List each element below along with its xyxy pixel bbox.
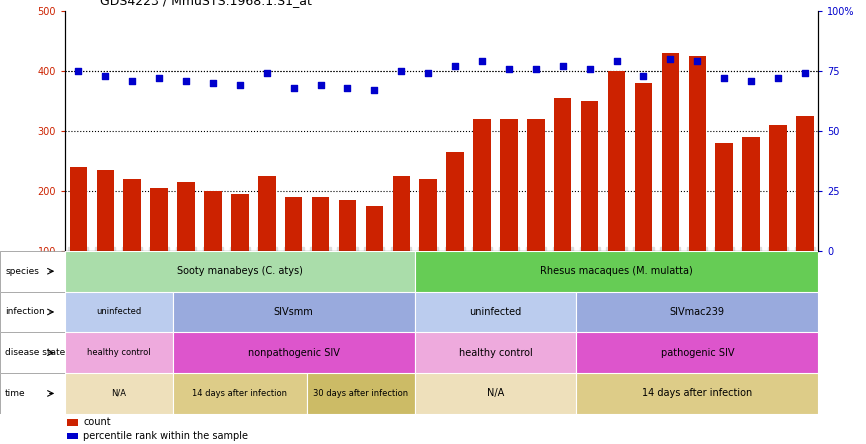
Bar — [415, 373, 576, 414]
Point — [367, 87, 381, 94]
Bar — [419, 179, 437, 311]
Text: Rhesus macaques (M. mulatta): Rhesus macaques (M. mulatta) — [540, 266, 693, 276]
Bar — [339, 200, 356, 311]
Point — [610, 58, 624, 65]
Point — [449, 63, 462, 70]
Bar — [365, 206, 383, 311]
Text: uninfected: uninfected — [96, 307, 141, 317]
Bar — [715, 143, 733, 311]
Bar — [312, 197, 329, 311]
Point — [771, 75, 785, 82]
Point — [99, 72, 113, 79]
Point — [421, 70, 435, 77]
Bar — [69, 167, 87, 311]
Point — [637, 72, 650, 79]
Bar — [581, 101, 598, 311]
Bar — [151, 188, 168, 311]
Point — [717, 75, 731, 82]
Text: healthy control: healthy control — [459, 348, 533, 358]
Bar — [415, 251, 818, 292]
Bar — [415, 332, 576, 373]
Text: count: count — [83, 417, 111, 427]
Bar — [415, 292, 576, 332]
Point — [287, 84, 301, 91]
Point — [126, 77, 139, 84]
Point — [206, 79, 220, 87]
Bar — [796, 116, 814, 311]
Text: species: species — [5, 267, 39, 276]
Point — [663, 56, 677, 63]
Text: N/A: N/A — [111, 389, 126, 398]
Point — [502, 65, 516, 72]
Bar — [307, 373, 415, 414]
Bar — [576, 373, 818, 414]
Point — [798, 70, 811, 77]
Text: disease state: disease state — [5, 348, 66, 357]
Bar — [172, 292, 415, 332]
Bar — [635, 83, 652, 311]
Bar — [68, 419, 78, 426]
Text: GDS4223 / MmuSTS.1968.1.S1_at: GDS4223 / MmuSTS.1968.1.S1_at — [100, 0, 312, 7]
Bar — [65, 292, 172, 332]
Bar — [178, 182, 195, 311]
Bar — [124, 179, 141, 311]
Text: nonpathogenic SIV: nonpathogenic SIV — [248, 348, 339, 358]
Bar — [742, 137, 759, 311]
Text: SIVsmm: SIVsmm — [274, 307, 313, 317]
Text: Sooty manabeys (C. atys): Sooty manabeys (C. atys) — [177, 266, 303, 276]
Text: 30 days after infection: 30 days after infection — [313, 389, 409, 398]
Text: percentile rank within the sample: percentile rank within the sample — [83, 431, 249, 441]
Text: SIVmac239: SIVmac239 — [669, 307, 725, 317]
Bar — [769, 125, 786, 311]
Text: uninfected: uninfected — [469, 307, 521, 317]
Bar — [446, 152, 464, 311]
Point — [233, 82, 247, 89]
Bar — [662, 53, 679, 311]
Bar — [65, 373, 172, 414]
Bar — [285, 197, 302, 311]
Text: time: time — [5, 389, 26, 398]
Point — [72, 67, 86, 75]
Bar — [172, 332, 415, 373]
Bar — [688, 56, 706, 311]
Point — [394, 67, 408, 75]
Point — [313, 82, 327, 89]
Point — [475, 58, 489, 65]
Text: 14 days after infection: 14 days after infection — [643, 388, 753, 398]
Bar — [97, 170, 114, 311]
Bar — [258, 176, 275, 311]
Bar — [576, 292, 818, 332]
Text: 14 days after infection: 14 days after infection — [192, 389, 288, 398]
Bar — [392, 176, 410, 311]
Point — [179, 77, 193, 84]
Text: N/A: N/A — [487, 388, 504, 398]
Bar — [68, 433, 78, 440]
Bar — [474, 119, 491, 311]
Bar — [501, 119, 518, 311]
Bar — [204, 191, 222, 311]
Text: healthy control: healthy control — [87, 348, 151, 357]
Bar — [527, 119, 545, 311]
Point — [529, 65, 543, 72]
Point — [340, 84, 354, 91]
Bar — [65, 251, 415, 292]
Point — [744, 77, 758, 84]
Point — [690, 58, 704, 65]
Bar — [231, 194, 249, 311]
Point — [583, 65, 597, 72]
Bar — [576, 332, 818, 373]
Point — [152, 75, 166, 82]
Text: pathogenic SIV: pathogenic SIV — [661, 348, 734, 358]
Bar — [65, 332, 172, 373]
Point — [556, 63, 570, 70]
Point — [260, 70, 274, 77]
Bar — [554, 98, 572, 311]
Bar — [172, 373, 307, 414]
Bar — [608, 71, 625, 311]
Text: infection: infection — [5, 307, 45, 317]
